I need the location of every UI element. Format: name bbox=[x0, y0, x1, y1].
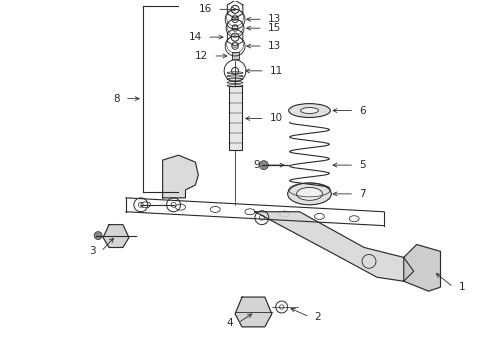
Ellipse shape bbox=[287, 183, 331, 205]
Text: 13: 13 bbox=[267, 41, 281, 51]
Polygon shape bbox=[254, 212, 413, 281]
Circle shape bbox=[94, 231, 102, 239]
Text: 3: 3 bbox=[89, 247, 96, 256]
Ellipse shape bbox=[300, 108, 318, 113]
Text: 4: 4 bbox=[226, 318, 233, 328]
Polygon shape bbox=[163, 155, 198, 198]
Ellipse shape bbox=[296, 188, 322, 201]
Polygon shape bbox=[235, 297, 271, 327]
Polygon shape bbox=[403, 244, 440, 291]
Text: 8: 8 bbox=[113, 94, 120, 104]
Text: 12: 12 bbox=[195, 51, 208, 61]
Ellipse shape bbox=[288, 104, 330, 117]
Text: 2: 2 bbox=[314, 312, 321, 322]
Text: 7: 7 bbox=[358, 189, 365, 199]
Text: 9: 9 bbox=[253, 160, 259, 170]
Circle shape bbox=[259, 161, 268, 170]
Text: 1: 1 bbox=[457, 282, 464, 292]
Text: 13: 13 bbox=[267, 14, 281, 24]
Text: 6: 6 bbox=[358, 105, 365, 116]
Text: 10: 10 bbox=[269, 113, 283, 123]
Text: 14: 14 bbox=[189, 32, 202, 42]
Text: 11: 11 bbox=[269, 66, 283, 76]
Text: 15: 15 bbox=[267, 23, 281, 33]
Text: 16: 16 bbox=[199, 4, 212, 14]
Polygon shape bbox=[103, 225, 129, 247]
Text: 5: 5 bbox=[358, 160, 365, 170]
Bar bbox=[231, 53, 238, 59]
Bar bbox=[228, 86, 241, 150]
